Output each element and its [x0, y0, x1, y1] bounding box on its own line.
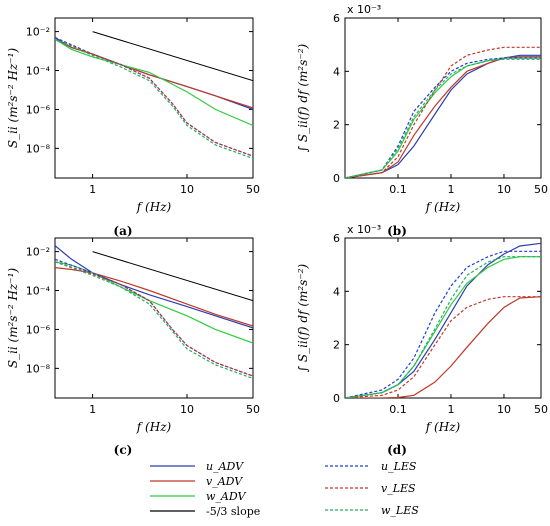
series-v-adv-d: [345, 296, 541, 398]
y-tick-label-c: 10⁻⁶: [26, 323, 51, 336]
y-axis-label-b: ∫ S_ii(f) df (m²s⁻²): [296, 43, 310, 152]
legend-item-v-les: v_LES: [325, 482, 416, 495]
legend-item-u-les: u_LES: [325, 460, 417, 473]
series-u-les-b: [345, 57, 541, 178]
y-axis-label-c: S_ii (m²s⁻² Hz⁻¹): [6, 268, 20, 369]
series-w-adv-c: [55, 261, 253, 344]
legend-label: v_LES: [381, 482, 416, 495]
legend-label: u_ADV: [206, 460, 244, 473]
y-tick-label-c: 10⁻⁸: [26, 362, 51, 375]
series-u-les-a: [55, 36, 253, 157]
axes-frame-d: [344, 237, 542, 399]
x-tick-label-d: 0.1: [389, 403, 407, 416]
x-tick-label-b: 1: [447, 183, 454, 196]
panel-label-a: (a): [113, 224, 132, 238]
x-tick-label-b: 0.1: [389, 183, 407, 196]
x-tick-label-c: 10: [180, 403, 194, 416]
legend-item-w-adv: w_ADV: [150, 490, 246, 503]
x-tick-label-d: 1: [447, 403, 454, 416]
legend-label: -5/3 slope: [206, 505, 260, 518]
slope-line-a: [92, 31, 253, 82]
x-axis-label-d: f (Hz): [425, 420, 461, 434]
legend-label: w_LES: [381, 504, 419, 517]
axes-frame-b: [344, 17, 542, 179]
series-w-adv-d: [345, 256, 541, 398]
series-u-les-c: [55, 258, 253, 377]
x-tick-label-b: 10: [497, 183, 511, 196]
x-tick-label-d: 50: [534, 403, 548, 416]
y-tick-label-b: 4: [333, 65, 340, 78]
series-w-adv-b: [345, 57, 541, 178]
legend-item-v-adv: v_ADV: [150, 475, 243, 488]
x-tick-label-c: 1: [89, 403, 96, 416]
series-u-adv-b: [345, 54, 541, 178]
series-v-adv-a: [55, 38, 253, 109]
y-tick-label-a: 10⁻⁴: [26, 65, 51, 78]
x-tick-label-c: 50: [246, 403, 260, 416]
series-w-les-c: [55, 261, 253, 380]
legend-label: u_LES: [381, 460, 417, 473]
y-tick-label-a: 10⁻²: [26, 26, 50, 39]
series-v-les-b: [345, 46, 541, 178]
legend-item-u-adv: u_ADV: [150, 460, 244, 473]
legend-item-slope: -5/3 slope: [150, 505, 260, 518]
series-v-les-c: [55, 261, 253, 377]
y-multiplier-b: x 10⁻³: [347, 3, 381, 16]
y-tick-label-c: 10⁻²: [26, 246, 50, 259]
series-w-les-d: [345, 256, 541, 398]
y-tick-label-c: 10⁻⁴: [26, 285, 51, 298]
x-axis-label-c: f (Hz): [136, 420, 172, 434]
y-tick-label-b: 2: [333, 119, 340, 132]
series-w-adv-a: [55, 38, 253, 127]
slope-line-c: [92, 251, 253, 302]
x-tick-label-a: 1: [89, 183, 96, 196]
y-axis-label-d: ∫ S_ii(f) df (m²s⁻²): [296, 263, 310, 372]
legend-label: w_ADV: [206, 490, 246, 503]
x-axis-label-b: f (Hz): [425, 200, 461, 214]
panel-c: 1 10 50 10⁻⁸ 10⁻⁶ 10⁻⁴ 10⁻² f (Hz) S_ii (m²s⁻² H…: [6, 237, 260, 434]
x-tick-label-a: 50: [246, 183, 260, 196]
y-tick-label-d: 0: [333, 392, 340, 405]
y-tick-label-d: 6: [333, 232, 340, 245]
y-axis-label-a: S_ii (m²s⁻² Hz⁻¹): [6, 48, 20, 149]
series-u-les-d: [345, 250, 541, 398]
series-v-adv-b: [345, 56, 541, 178]
panel-b: 0.1 1 10 50 0 2 4 6 f (Hz) ∫ S_ii(f) df (m²s⁻²) x …: [296, 3, 548, 214]
panel-label-c: (c): [114, 443, 133, 457]
x-tick-label-a: 10: [180, 183, 194, 196]
series-u-adv-c: [55, 245, 253, 329]
series-v-adv-c: [55, 267, 253, 327]
legend: u_ADV v_ADV w_ADV -5/3 slope u_LES v_LES w_LES: [150, 460, 419, 518]
legend-label: v_ADV: [206, 475, 243, 488]
y-tick-label-a: 10⁻⁸: [26, 142, 51, 155]
y-tick-label-b: 0: [333, 172, 340, 185]
series-w-les-a: [55, 38, 253, 160]
panel-label-d: (d): [387, 443, 407, 457]
y-tick-label-d: 2: [333, 339, 340, 352]
axes-frame-a: [54, 17, 254, 179]
y-multiplier-d: x 10⁻³: [347, 223, 381, 236]
panel-a: 1 10 50 10⁻⁸ 10⁻⁶ 10⁻⁴ 10⁻² f (Hz) S_ii (m²s⁻² H…: [6, 17, 260, 214]
y-tick-label-b: 6: [333, 12, 340, 25]
series-v-les-d: [345, 296, 541, 398]
y-tick-label-a: 10⁻⁶: [26, 103, 51, 116]
series-w-les-b: [345, 58, 541, 178]
legend-item-w-les: w_LES: [325, 504, 419, 517]
x-axis-label-a: f (Hz): [136, 200, 172, 214]
panel-label-b: (b): [387, 224, 407, 238]
x-tick-label-b: 50: [534, 183, 548, 196]
x-tick-label-d: 10: [497, 403, 511, 416]
axes-frame-c: [54, 237, 254, 399]
panel-d: 0.1 1 10 50 0 2 4 6 f (Hz) ∫ S_ii(f) df (m²s⁻²) x …: [296, 223, 548, 434]
y-tick-label-d: 4: [333, 285, 340, 298]
series-v-les-a: [55, 38, 253, 157]
